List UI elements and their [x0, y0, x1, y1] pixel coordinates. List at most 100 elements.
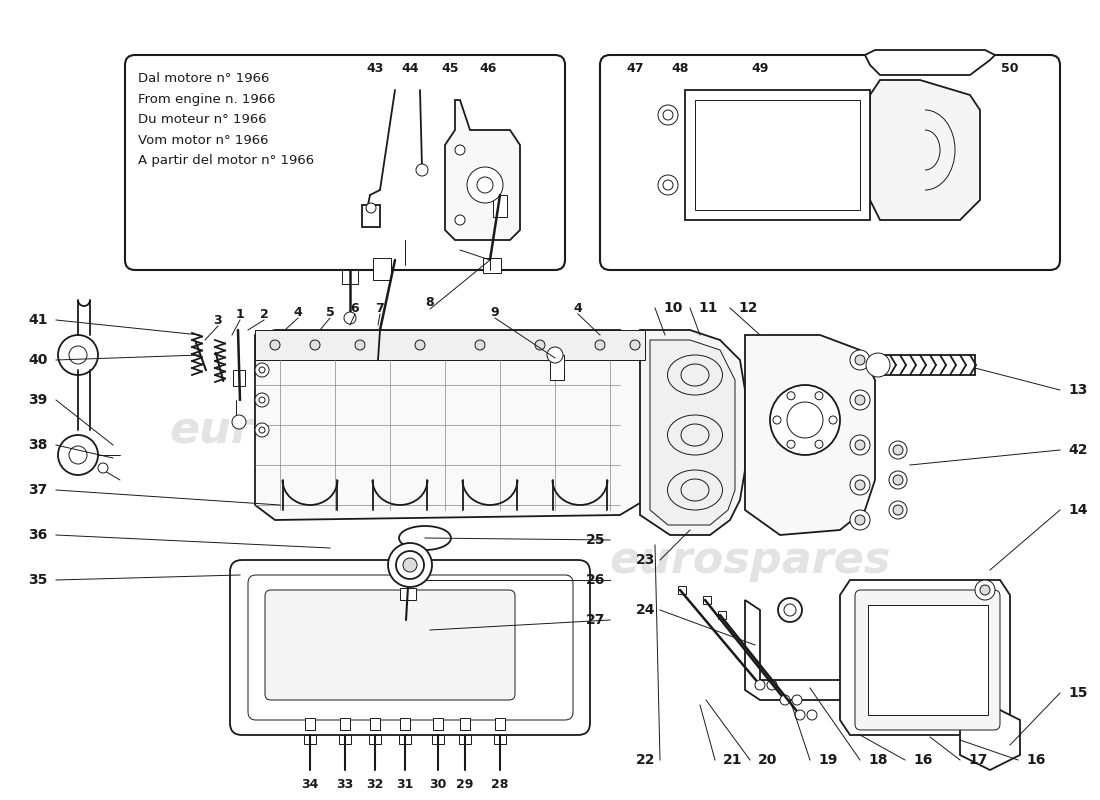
Circle shape: [786, 440, 795, 448]
Text: 43: 43: [366, 62, 384, 74]
Text: 8: 8: [426, 297, 434, 310]
Text: 23: 23: [636, 553, 654, 567]
Text: 33: 33: [337, 778, 353, 791]
Text: 16: 16: [913, 753, 933, 767]
Circle shape: [388, 543, 432, 587]
Circle shape: [893, 505, 903, 515]
Text: 17: 17: [968, 753, 988, 767]
Text: 48: 48: [671, 62, 689, 74]
Text: 36: 36: [29, 528, 47, 542]
Circle shape: [630, 340, 640, 350]
Circle shape: [344, 312, 356, 324]
Circle shape: [850, 390, 870, 410]
Text: 4: 4: [294, 306, 302, 318]
Circle shape: [792, 695, 802, 705]
Circle shape: [658, 105, 678, 125]
Circle shape: [403, 558, 417, 572]
Circle shape: [270, 340, 280, 350]
Circle shape: [850, 435, 870, 455]
Bar: [459, 735, 471, 744]
Circle shape: [258, 427, 265, 433]
Text: 14: 14: [1068, 503, 1088, 517]
FancyBboxPatch shape: [600, 55, 1060, 270]
Circle shape: [815, 392, 823, 400]
Circle shape: [767, 680, 777, 690]
Text: 27: 27: [585, 613, 605, 627]
Text: 18: 18: [868, 753, 888, 767]
Text: 11: 11: [698, 301, 717, 315]
Circle shape: [416, 164, 428, 176]
Circle shape: [255, 363, 270, 377]
Text: 2: 2: [260, 307, 268, 321]
Bar: [685, 90, 870, 220]
Polygon shape: [446, 100, 520, 240]
Circle shape: [773, 416, 781, 424]
Bar: [432, 735, 444, 744]
Text: 3: 3: [213, 314, 222, 326]
Circle shape: [866, 353, 890, 377]
Text: 9: 9: [491, 306, 499, 318]
Circle shape: [786, 402, 823, 438]
Polygon shape: [255, 330, 645, 520]
Circle shape: [850, 475, 870, 495]
Text: 47: 47: [626, 62, 644, 74]
Circle shape: [784, 604, 796, 616]
Text: 21: 21: [723, 753, 743, 767]
Polygon shape: [865, 50, 996, 75]
Bar: [550, 355, 564, 380]
Text: 24: 24: [636, 603, 654, 617]
Text: 39: 39: [29, 393, 47, 407]
Circle shape: [807, 710, 817, 720]
Text: 12: 12: [738, 301, 758, 315]
Bar: [373, 258, 390, 280]
Circle shape: [855, 395, 865, 405]
Circle shape: [755, 680, 764, 690]
Bar: [340, 718, 350, 730]
Circle shape: [829, 416, 837, 424]
Bar: [400, 588, 416, 600]
Polygon shape: [745, 600, 850, 700]
Polygon shape: [650, 340, 735, 525]
Text: Dal motore n° 1966
From engine n. 1966
Du moteur n° 1966
Vom motor n° 1966
A par: Dal motore n° 1966 From engine n. 1966 D…: [138, 72, 315, 167]
Circle shape: [547, 347, 563, 363]
Bar: [678, 586, 686, 594]
Bar: [495, 718, 505, 730]
Bar: [342, 270, 358, 284]
Text: 15: 15: [1068, 686, 1088, 700]
Text: 25: 25: [585, 533, 605, 547]
Text: 4: 4: [573, 302, 582, 314]
Bar: [718, 611, 726, 619]
Polygon shape: [870, 80, 980, 220]
Circle shape: [477, 177, 493, 193]
Circle shape: [535, 340, 544, 350]
Text: 34: 34: [301, 778, 319, 791]
Bar: [362, 205, 380, 227]
FancyBboxPatch shape: [265, 590, 515, 700]
Text: eurospares: eurospares: [609, 538, 891, 582]
Text: 31: 31: [396, 778, 414, 791]
Ellipse shape: [399, 526, 451, 550]
Bar: [304, 735, 316, 744]
Circle shape: [855, 515, 865, 525]
Bar: [368, 735, 381, 744]
Circle shape: [475, 340, 485, 350]
FancyBboxPatch shape: [248, 575, 573, 720]
Text: 38: 38: [29, 438, 47, 452]
Circle shape: [355, 340, 365, 350]
Text: 6: 6: [351, 302, 360, 314]
Bar: [695, 100, 860, 210]
Bar: [233, 370, 245, 386]
Text: 16: 16: [1026, 753, 1045, 767]
Circle shape: [815, 440, 823, 448]
Circle shape: [855, 440, 865, 450]
FancyBboxPatch shape: [230, 560, 590, 735]
Bar: [703, 596, 711, 604]
Polygon shape: [840, 580, 1010, 735]
Circle shape: [595, 340, 605, 350]
Circle shape: [893, 475, 903, 485]
Bar: [494, 735, 506, 744]
Text: 35: 35: [29, 573, 47, 587]
Circle shape: [778, 598, 802, 622]
Text: 45: 45: [441, 62, 459, 74]
Circle shape: [795, 710, 805, 720]
